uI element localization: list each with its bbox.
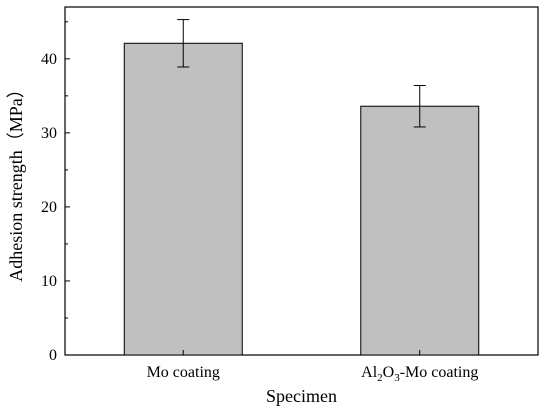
x-tick-label: Mo coating bbox=[147, 364, 220, 381]
bars-group bbox=[123, 42, 480, 356]
plot-frame bbox=[64, 6, 539, 356]
y-tick-label: 40 bbox=[41, 51, 57, 68]
bar bbox=[123, 42, 243, 356]
x-axis-ticks: Mo coating Al2O3-Mo coating bbox=[147, 350, 478, 384]
y-tick-label: 0 bbox=[49, 347, 57, 364]
plot-area bbox=[64, 6, 539, 356]
x-axis-label: Specimen bbox=[266, 386, 337, 406]
y-axis-ticks: 0 10 20 30 40 bbox=[41, 21, 70, 364]
error-bars-group bbox=[177, 19, 426, 128]
bar bbox=[360, 105, 480, 356]
y-tick-label: 30 bbox=[41, 125, 57, 142]
y-axis-label: Adhesion strength（MPa） bbox=[6, 80, 26, 282]
y-tick-label: 20 bbox=[41, 199, 57, 216]
x-tick-label: Al2O3-Mo coating bbox=[361, 364, 478, 384]
y-tick-label: 10 bbox=[41, 273, 57, 290]
